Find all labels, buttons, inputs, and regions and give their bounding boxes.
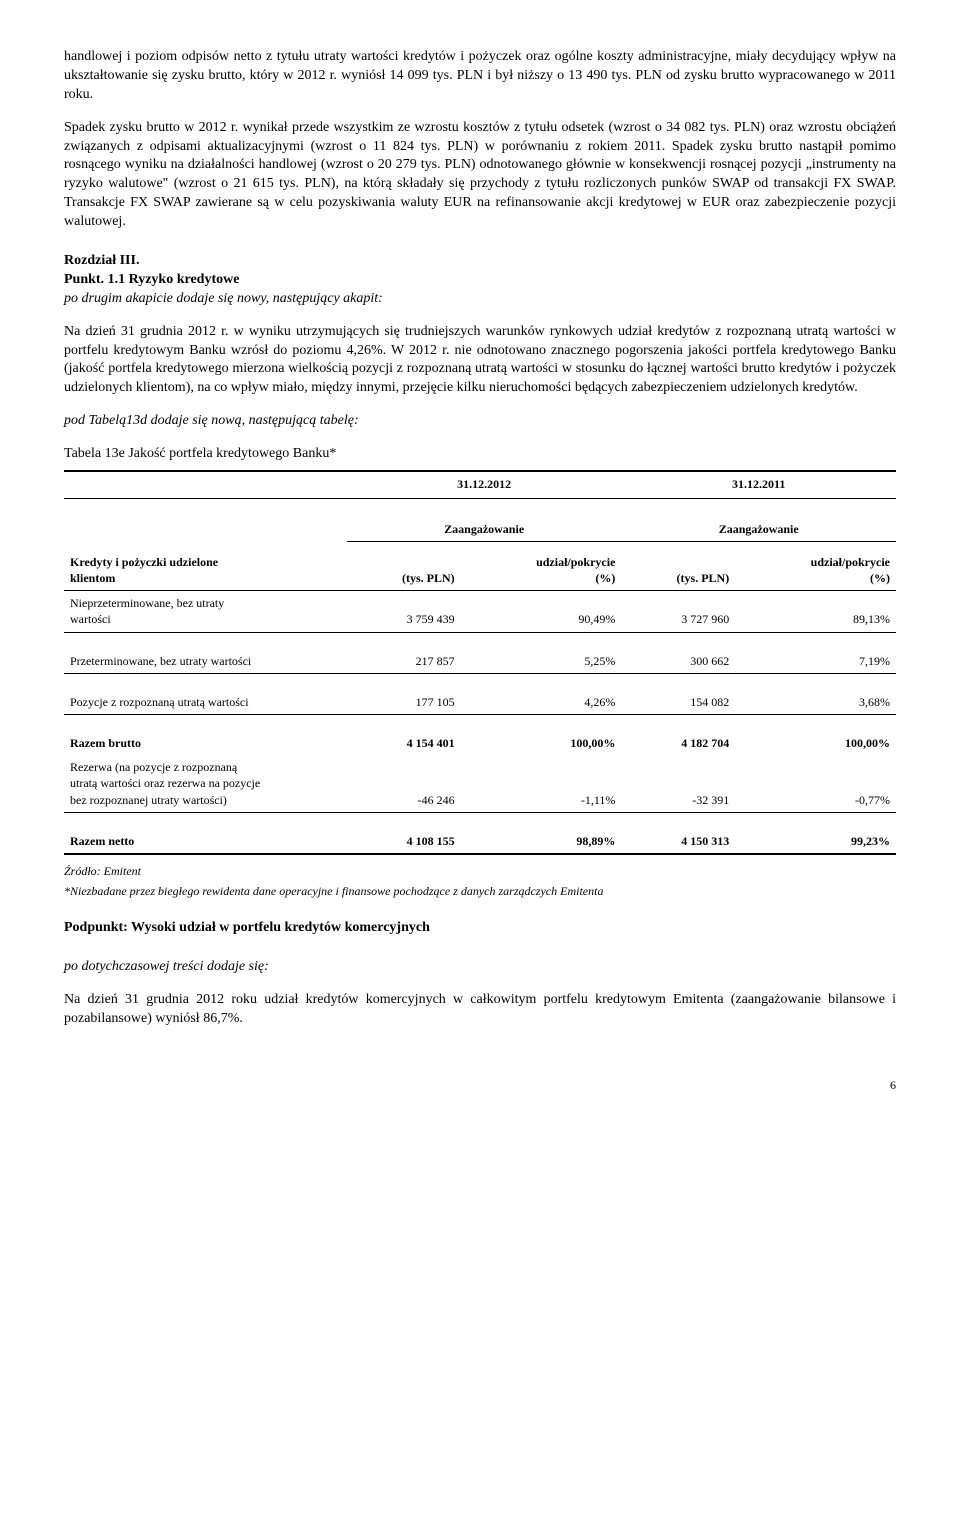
col-udz1-l1: udział/pokrycie xyxy=(467,554,616,570)
insert-note-2: po dotychczasowej treści dodaje się: xyxy=(64,958,896,977)
table-footnote: *Niezbadane przez biegłego rewidenta dan… xyxy=(64,883,896,899)
row-header-l2: klientom xyxy=(70,570,341,586)
table-row: Pozycje z rozpoznaną utratą wartości 177… xyxy=(64,690,896,715)
group-header-2: Zaangażowanie xyxy=(621,517,896,542)
paragraph-1: handlowej i poziom odpisów netto z tytuł… xyxy=(64,48,896,105)
chapter-heading: Rozdział III. xyxy=(64,252,896,271)
table-row: Przeterminowane, bez utraty wartości 217… xyxy=(64,649,896,674)
portfolio-quality-table: 31.12.2012 31.12.2011 Zaangażowanie Zaan… xyxy=(64,470,896,855)
group-header-1: Zaangażowanie xyxy=(347,517,622,542)
col-tys-2: (tys. PLN) xyxy=(621,550,735,591)
col-udz1-l2: (%) xyxy=(467,570,616,586)
page-number: 6 xyxy=(64,1077,896,1093)
col-udz2-l2: (%) xyxy=(741,570,890,586)
point-heading: Punkt. 1.1 Ryzyko kredytowe xyxy=(64,271,896,290)
table-insert-note: pod Tabelą13d dodaje się nową, następują… xyxy=(64,412,896,431)
table-row: Nieprzeterminowane, bez utraty wartości … xyxy=(64,591,896,632)
table-source: Źródło: Emitent xyxy=(64,863,896,879)
date-col-1: 31.12.2012 xyxy=(347,472,622,499)
date-col-2: 31.12.2011 xyxy=(621,472,896,499)
table-row-brutto: Razem brutto 4 154 401 100,00% 4 182 704… xyxy=(64,731,896,755)
table-title: Tabela 13e Jakość portfela kredytowego B… xyxy=(64,445,896,464)
table-row-netto: Razem netto 4 108 155 98,89% 4 150 313 9… xyxy=(64,829,896,854)
col-udz2-l1: udział/pokrycie xyxy=(741,554,890,570)
paragraph-4: Na dzień 31 grudnia 2012 roku udział kre… xyxy=(64,991,896,1029)
subsection-heading: Podpunkt: Wysoki udział w portfelu kredy… xyxy=(64,919,896,938)
row-header-l1: Kredyty i pożyczki udzielone xyxy=(70,554,341,570)
paragraph-2: Spadek zysku brutto w 2012 r. wynikał pr… xyxy=(64,119,896,232)
table-row-rezerwa: Rezerwa (na pozycje z rozpoznaną utratą … xyxy=(64,755,896,812)
paragraph-3: Na dzień 31 grudnia 2012 r. w wyniku utr… xyxy=(64,323,896,399)
col-tys-1: (tys. PLN) xyxy=(347,550,461,591)
insert-note-1: po drugim akapicie dodaje się nowy, nast… xyxy=(64,290,896,309)
